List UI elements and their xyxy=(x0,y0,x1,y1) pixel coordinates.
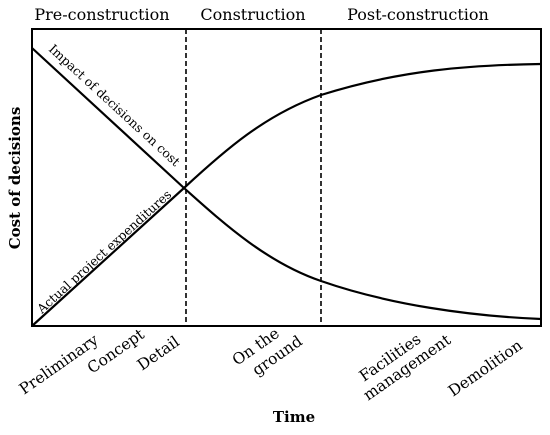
phase-construction: Construction xyxy=(200,5,305,24)
phase-post-construction: Post-construction xyxy=(347,5,489,24)
y-axis-label: Cost of decisions xyxy=(6,107,24,250)
plot-frame xyxy=(31,28,542,327)
impact-curve-label: Impact of decisions on cost xyxy=(46,41,183,169)
phase-pre-construction: Pre-construction xyxy=(34,5,169,24)
expenditures-curve-label: Actual project expenditures xyxy=(33,187,174,317)
tick-demolition: Demolition xyxy=(445,336,526,400)
expenditures-curve xyxy=(31,62,542,327)
impact-curve xyxy=(31,47,542,321)
x-axis-label: Time xyxy=(273,408,315,426)
